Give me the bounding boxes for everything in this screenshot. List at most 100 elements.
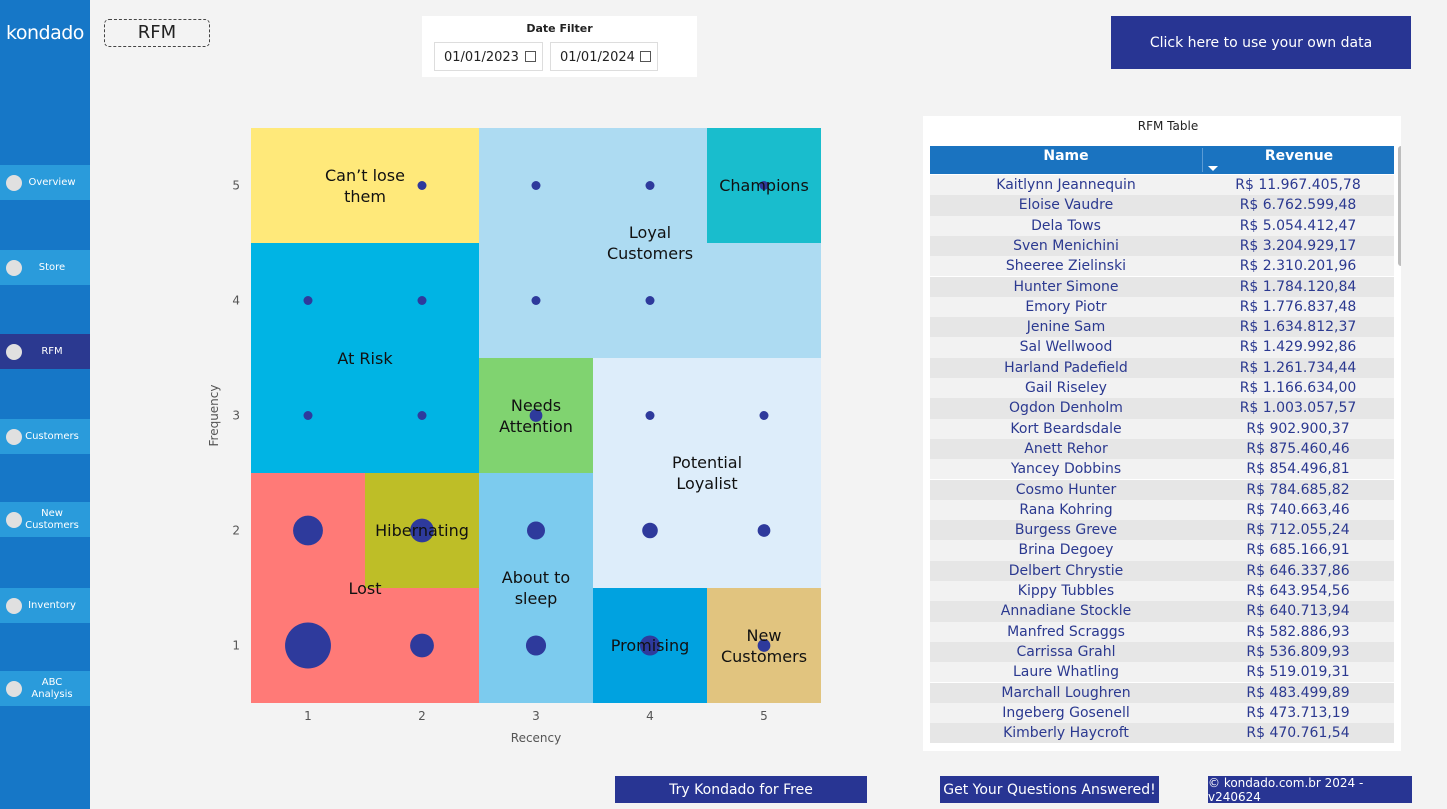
- table-row[interactable]: Ogdon Denholm R$ 1.003.057,57: [930, 398, 1394, 419]
- calendar-icon: [640, 51, 651, 62]
- revenue-cell: R$ 740.663,46: [1246, 501, 1350, 518]
- end-date-text: 01/01/2024: [560, 50, 635, 65]
- footer-button[interactable]: Get Your Questions Answered!: [940, 776, 1159, 803]
- nav-item[interactable]: ABC Analysis: [0, 671, 90, 706]
- revenue-cell: R$ 473.713,19: [1246, 704, 1350, 721]
- logo: kondado: [6, 22, 84, 44]
- name-cell: Dela Tows: [1031, 217, 1101, 234]
- name-cell: Rana Kohring: [1019, 501, 1113, 518]
- y-axis-title: Frequency: [207, 385, 221, 447]
- revenue-cell: R$ 640.713,94: [1246, 603, 1350, 620]
- name-cell: Harland Padefield: [1004, 359, 1128, 376]
- revenue-cell: R$ 6.762.599,48: [1239, 197, 1357, 214]
- segment: [593, 358, 821, 588]
- name-cell: Yancey Dobbins: [1010, 461, 1122, 478]
- scrollbar[interactable]: [1398, 146, 1401, 266]
- revenue-cell: R$ 784.685,82: [1246, 481, 1350, 498]
- name-cell: Hunter Simone: [1013, 278, 1119, 295]
- sidebar: kondado Overview Store RFM Customers New Cus…: [0, 0, 90, 809]
- name-cell: Kort Beardsdale: [1010, 420, 1122, 437]
- table-row[interactable]: Harland Padefield R$ 1.261.734,44: [930, 357, 1394, 378]
- table-row[interactable]: Brina Degoey R$ 685.166,91: [930, 540, 1394, 561]
- bubble: [645, 296, 655, 305]
- start-date-text: 01/01/2023: [444, 50, 519, 65]
- nav-icon: [6, 511, 22, 528]
- table-row[interactable]: Marchall Loughren R$ 483.499,89: [930, 682, 1394, 703]
- table-header: Name Revenue: [930, 146, 1394, 174]
- footer-button[interactable]: Try Kondado for Free: [615, 776, 867, 803]
- table-row[interactable]: Burgess Greve R$ 712.055,24: [930, 520, 1394, 541]
- table-row[interactable]: Manfred Scraggs R$ 582.886,93: [930, 621, 1394, 642]
- revenue-cell: R$ 712.055,24: [1246, 522, 1350, 539]
- name-cell: Carrissa Grahl: [1016, 643, 1116, 660]
- table-row[interactable]: Eloise Vaudre R$ 6.762.599,48: [930, 195, 1394, 216]
- table-row[interactable]: Yancey Dobbins R$ 854.496,81: [930, 459, 1394, 480]
- table-row[interactable]: Ingeberg Gosenell R$ 473.713,19: [930, 702, 1394, 724]
- table-row[interactable]: Kaitlynn Jeannequin R$ 11.967.405,78: [930, 175, 1394, 196]
- rfm-chart: 1 2 3 4 5 1 2 3 4 5 Recency Frequency: [207, 128, 821, 745]
- bubble: [417, 181, 427, 190]
- footer-button: © kondado.com.br 2024 - v240624: [1208, 776, 1412, 804]
- nav-item[interactable]: Customers: [0, 419, 90, 454]
- nav-item[interactable]: Inventory: [0, 588, 90, 623]
- name-cell: Burgess Greve: [1014, 522, 1118, 539]
- table-row[interactable]: Gail Riseley R$ 1.166.634,00: [930, 378, 1394, 399]
- table-row[interactable]: Kimberly Haycroft R$ 470.761,54: [930, 723, 1394, 744]
- name-cell: Sal Wellwood: [1019, 339, 1113, 356]
- table-row[interactable]: Delbert Chrystie R$ 646.337,86: [930, 560, 1394, 581]
- bubble: [759, 411, 769, 420]
- own-data-button[interactable]: Click here to use your own data: [1111, 16, 1411, 69]
- nav-label: RFM: [41, 345, 63, 357]
- table-row[interactable]: Dela Tows R$ 5.054.412,47: [930, 215, 1394, 236]
- table-row[interactable]: Rana Kohring R$ 740.663,46: [930, 499, 1394, 521]
- revenue-cell: R$ 646.337,86: [1246, 562, 1350, 579]
- revenue-cell: R$ 902.900,37: [1246, 420, 1350, 437]
- nav-item[interactable]: Overview: [0, 165, 90, 200]
- bubble: [293, 515, 323, 546]
- name-cell: Delbert Chrystie: [1008, 562, 1124, 579]
- table-row[interactable]: Sven Menichini R$ 3.204.929,17: [930, 235, 1394, 257]
- table-row[interactable]: Kort Beardsdale R$ 902.900,37: [930, 418, 1394, 439]
- bubble: [531, 181, 541, 190]
- nav-icon: [6, 597, 22, 614]
- table-row[interactable]: Sal Wellwood R$ 1.429.992,86: [930, 337, 1394, 358]
- y-tick-label: 1: [232, 639, 240, 653]
- table-row[interactable]: Carrissa Grahl R$ 536.809,93: [930, 641, 1394, 663]
- x-tick-label: 1: [304, 709, 312, 723]
- table-row[interactable]: Jenine Sam R$ 1.634.812,37: [930, 317, 1394, 338]
- table-row[interactable]: Hunter Simone R$ 1.784.120,84: [930, 276, 1394, 297]
- nav-item[interactable]: Store: [0, 250, 90, 285]
- revenue-cell: R$ 2.310.201,96: [1239, 258, 1357, 275]
- column-header[interactable]: Name: [1043, 148, 1089, 164]
- nav-icon: [6, 343, 22, 360]
- name-cell: Marchall Loughren: [1001, 684, 1131, 701]
- nav-label: New Customers: [25, 507, 79, 531]
- name-cell: Kaitlynn Jeannequin: [996, 177, 1136, 193]
- nav-label: Store: [38, 261, 66, 273]
- calendar-icon: [525, 51, 536, 62]
- column-header[interactable]: Revenue: [1202, 148, 1395, 172]
- bubble: [642, 522, 658, 539]
- bubble: [639, 635, 661, 656]
- table-row[interactable]: Kippy Tubbles R$ 643.954,56: [930, 581, 1394, 602]
- segment: [479, 473, 593, 703]
- start-date[interactable]: 01/01/2023: [434, 42, 543, 71]
- table-row[interactable]: Sheeree Zielinski R$ 2.310.201,96: [930, 256, 1394, 277]
- nav-label: Inventory: [28, 599, 76, 611]
- end-date[interactable]: 01/01/2024: [550, 42, 658, 71]
- nav-icon: [6, 680, 22, 697]
- table-row[interactable]: Cosmo Hunter R$ 784.685,82: [930, 479, 1394, 500]
- revenue-cell: R$ 854.496,81: [1246, 461, 1350, 478]
- table-row[interactable]: Emory Piotr R$ 1.776.837,48: [930, 296, 1394, 318]
- name-cell: Gail Riseley: [1025, 380, 1107, 396]
- nav-item[interactable]: RFM: [0, 334, 90, 369]
- revenue-cell: R$ 1.776.837,48: [1239, 298, 1357, 315]
- nav-item[interactable]: New Customers: [0, 502, 90, 537]
- table-row[interactable]: Annadiane Stockle R$ 640.713,94: [930, 601, 1394, 622]
- y-tick-label: 4: [232, 294, 240, 308]
- table-row[interactable]: Laure Whatling R$ 519.019,31: [930, 662, 1394, 683]
- bubble: [757, 639, 771, 652]
- table-row[interactable]: Anett Rehor R$ 875.460,46: [930, 438, 1394, 460]
- bubble: [285, 622, 331, 669]
